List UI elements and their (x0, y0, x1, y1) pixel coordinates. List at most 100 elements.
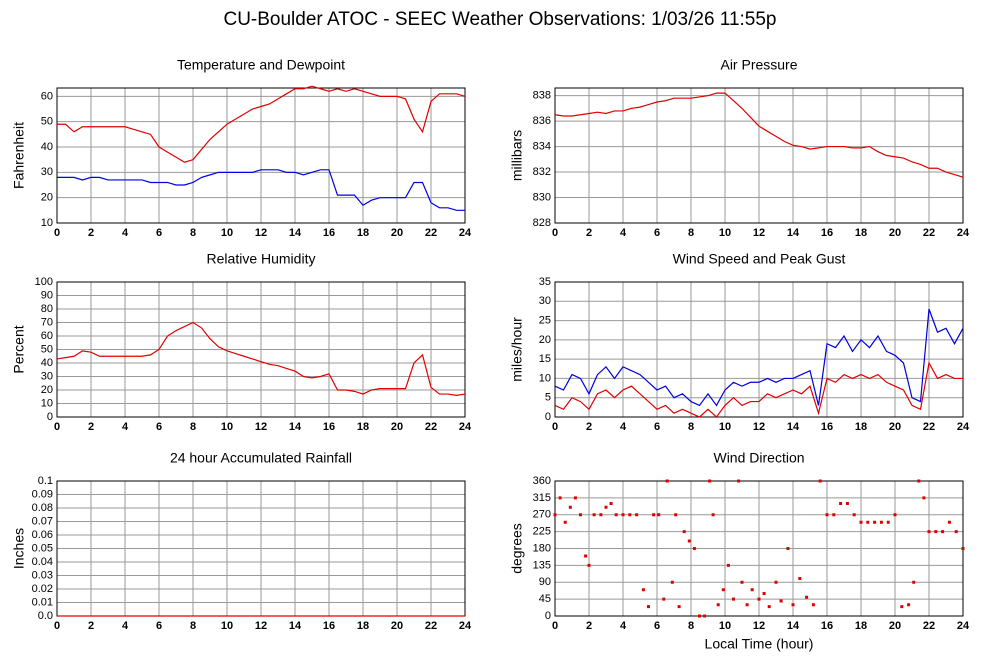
data-point (609, 502, 613, 505)
data-point (961, 547, 965, 550)
x-tick-label: 4 (122, 421, 129, 433)
data-point (711, 513, 715, 517)
x-tick-label: 4 (620, 421, 627, 433)
data-point (786, 547, 790, 550)
y-axis-label: degrees (509, 523, 525, 574)
chart: Wind Direction degrees Local Time (hour) 0 4… (509, 450, 970, 652)
y-tick-label: 30 (539, 295, 551, 307)
x-tick-label: 16 (821, 620, 833, 632)
data-point (767, 605, 771, 609)
data-point (558, 496, 562, 500)
data-point (698, 614, 701, 618)
data-point (573, 496, 577, 500)
x-tick-label: 8 (688, 227, 694, 239)
data-point (852, 513, 856, 517)
data-point (641, 588, 645, 592)
x-tick-label: 8 (688, 421, 694, 433)
data-point (657, 513, 661, 517)
data-point (721, 588, 725, 592)
y-axis-label: Inches (11, 528, 27, 569)
chart: 24 hour Accumulated Rainfall Inches 0.0 0.0… (11, 450, 472, 632)
x-tick-label: 14 (787, 421, 800, 433)
y-tick-label: 20 (539, 334, 551, 346)
y-tick-label: 0 (47, 411, 53, 423)
y-tick-label: 135 (533, 559, 551, 571)
x-tick-label: 0 (54, 421, 60, 433)
page-title: CU-Boulder ATOC - SEEC Weather Observati… (223, 9, 776, 30)
x-tick-label: 0 (552, 620, 558, 632)
x-tick-label: 6 (654, 227, 660, 239)
data-point (947, 520, 951, 524)
data-point (563, 520, 567, 524)
data-point (832, 513, 836, 517)
x-tick-label: 6 (156, 421, 162, 433)
x-tick-label: 18 (855, 620, 867, 632)
data-point (912, 580, 916, 584)
chart-title: Wind Direction (713, 450, 804, 466)
x-axis-label: Local Time (hour) (705, 636, 814, 652)
x-tick-label: 2 (88, 620, 94, 632)
x-tick-label: 20 (391, 620, 403, 632)
y-tick-label: 225 (533, 526, 551, 538)
y-tick-label: 0.03 (32, 569, 53, 581)
x-tick-label: 24 (459, 227, 472, 239)
y-axis-label: miles/hour (509, 317, 525, 382)
data-point (677, 605, 681, 609)
plot-frame (56, 87, 466, 224)
x-tick-label: 16 (821, 227, 833, 239)
data-point (599, 513, 603, 517)
data-line (554, 361, 963, 418)
x-tick-label: 2 (586, 620, 592, 632)
data-point (726, 563, 730, 567)
x-tick-label: 0 (54, 227, 60, 239)
data-point (584, 554, 588, 558)
y-tick-label: 50 (41, 116, 53, 128)
x-tick-label: 24 (459, 421, 472, 433)
data-point (907, 603, 911, 607)
x-tick-label: 12 (753, 421, 765, 433)
x-tick-label: 18 (357, 620, 369, 632)
data-point (740, 580, 744, 584)
data-point (757, 597, 761, 601)
y-axis-label: millibars (509, 130, 525, 181)
y-tick-label: 0.0 (38, 610, 53, 622)
y-tick-label: 270 (533, 509, 551, 521)
x-tick-label: 10 (719, 227, 731, 239)
x-tick-label: 12 (255, 620, 267, 632)
x-tick-label: 0 (552, 421, 558, 433)
x-tick-label: 4 (620, 620, 627, 632)
x-tick-label: 14 (289, 421, 302, 433)
x-tick-label: 18 (357, 227, 369, 239)
y-tick-label: 50 (41, 343, 53, 355)
x-tick-label: 24 (957, 421, 970, 433)
y-tick-label: 0 (545, 610, 551, 622)
data-point (745, 603, 749, 607)
y-tick-label: 828 (533, 217, 551, 229)
plot-frame (554, 87, 964, 224)
y-tick-label: 315 (533, 492, 551, 504)
data-point (716, 603, 720, 607)
x-tick-label: 6 (156, 227, 162, 239)
x-tick-label: 14 (289, 227, 302, 239)
data-line (57, 85, 466, 163)
data-point (662, 597, 666, 601)
data-point (845, 502, 849, 505)
x-tick-label: 14 (289, 620, 302, 632)
x-tick-label: 10 (719, 620, 731, 632)
data-point (900, 605, 904, 609)
x-tick-label: 4 (122, 227, 129, 239)
y-tick-label: 10 (41, 217, 53, 229)
chart-title: Wind Speed and Peak Gust (673, 251, 846, 267)
y-tick-label: 832 (533, 166, 551, 178)
y-tick-label: 20 (41, 192, 53, 204)
x-tick-label: 22 (425, 620, 437, 632)
chart-title: Relative Humidity (207, 251, 316, 267)
plot-frame (56, 281, 466, 418)
x-tick-label: 14 (787, 227, 800, 239)
x-tick-label: 6 (654, 421, 660, 433)
data-point (791, 603, 795, 607)
y-tick-label: 80 (41, 303, 53, 315)
y-tick-label: 20 (41, 384, 53, 396)
data-point (628, 513, 632, 517)
